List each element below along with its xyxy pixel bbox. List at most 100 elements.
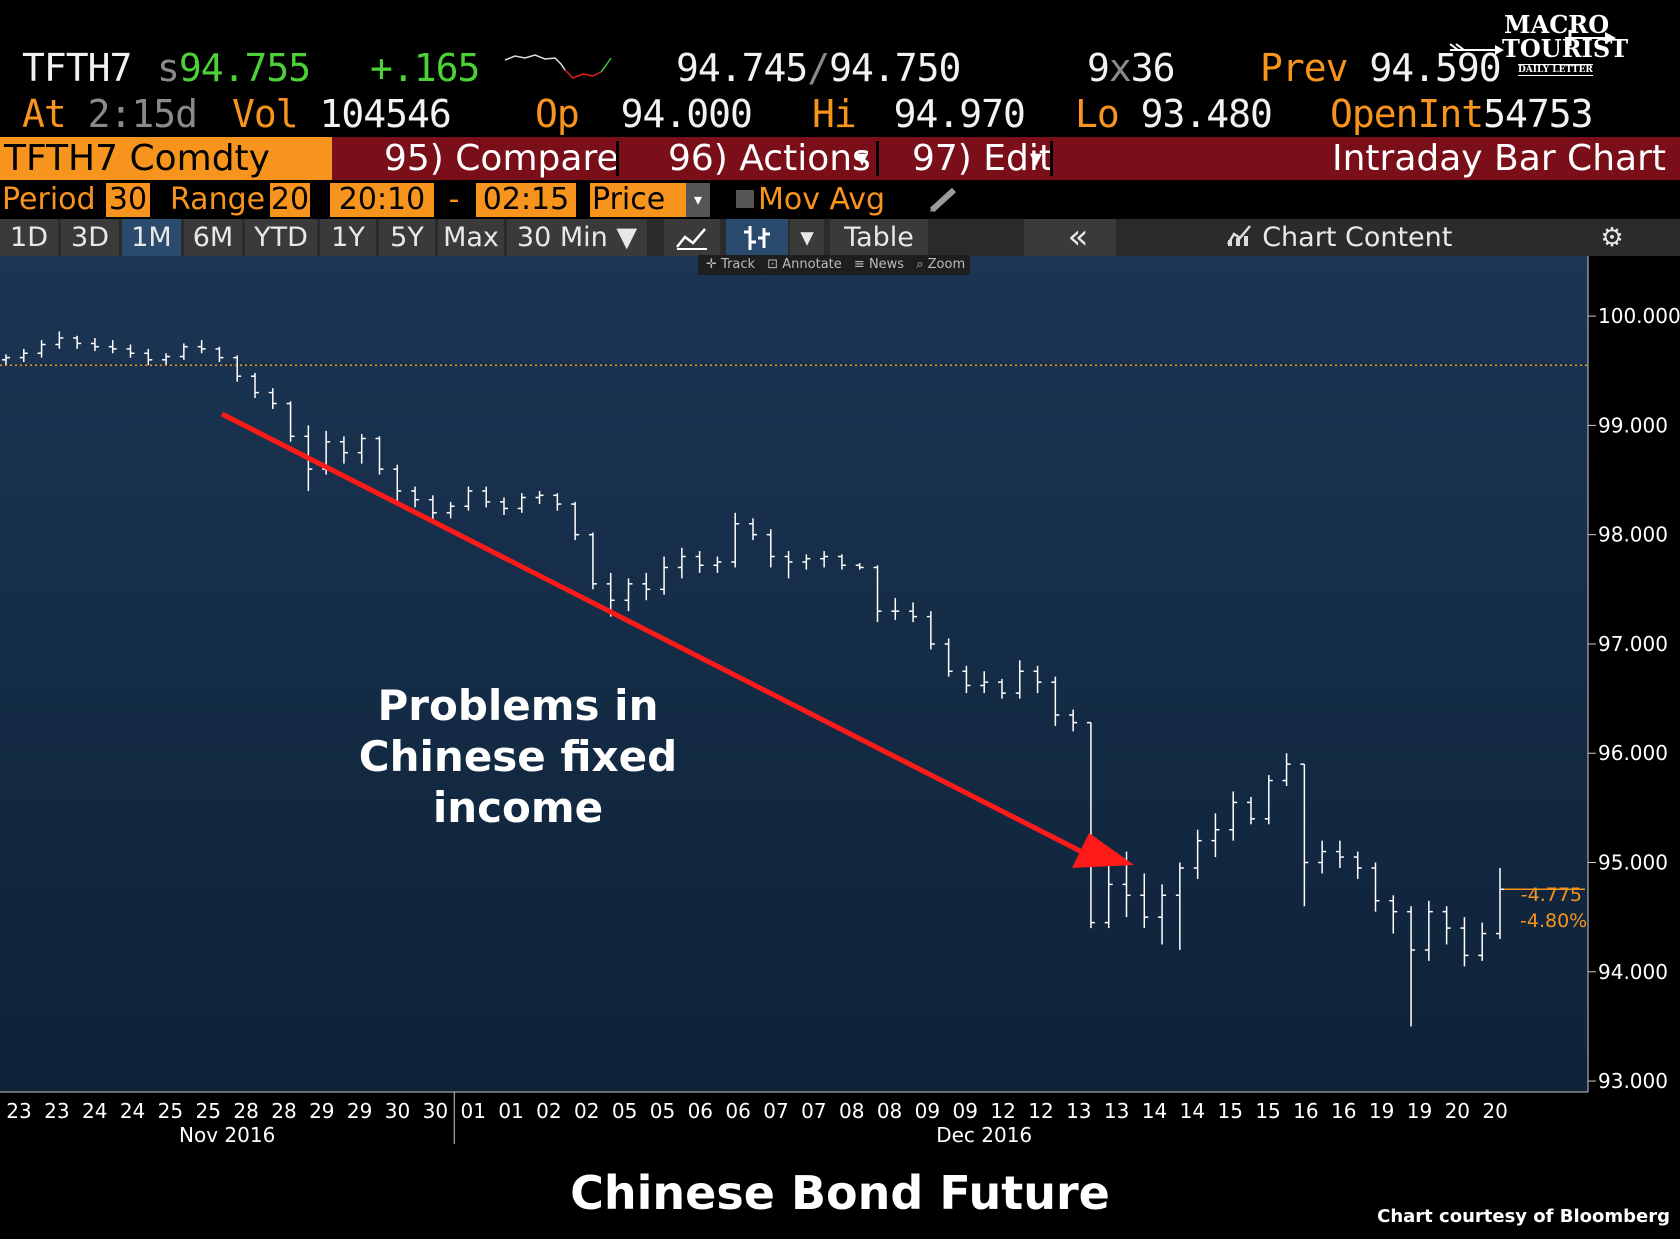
ohlc-bar	[749, 518, 757, 541]
x-tick-label: 25	[196, 1099, 221, 1123]
x-tick-label: 30	[385, 1099, 410, 1123]
field-chevron-down-icon[interactable]: ▾	[686, 183, 710, 217]
start-time-field[interactable]: 20:10	[330, 183, 434, 217]
back-button[interactable]: «	[1024, 219, 1132, 256]
ohlc-bar	[1015, 660, 1024, 699]
period-field[interactable]: 30	[106, 183, 150, 217]
ohlc-bar	[1478, 922, 1487, 961]
table-button[interactable]: Table	[830, 219, 928, 256]
x-tick-label: 13	[1104, 1099, 1129, 1123]
interval-select[interactable]: 30 Min ▼	[507, 219, 647, 256]
ohlc-bar	[802, 554, 811, 570]
net-change: +.165	[370, 46, 480, 90]
x-tick-label: 07	[763, 1099, 788, 1123]
prev-value: 94.590	[1369, 46, 1501, 90]
lo-value: 93.480	[1140, 92, 1273, 136]
ohlc-bar	[90, 337, 99, 352]
openint-value: 54753	[1483, 92, 1593, 136]
x-tick-label: 15	[1217, 1099, 1242, 1123]
ohlc-bar	[1442, 906, 1451, 945]
bid: 94.745	[676, 46, 808, 90]
ohlc-bar	[588, 532, 597, 590]
ohlc-bar	[357, 434, 366, 464]
x-tick-label: 19	[1407, 1099, 1432, 1123]
at-label: At	[22, 92, 67, 136]
pencil-icon[interactable]	[928, 184, 960, 214]
x-tick-label: 02	[536, 1099, 561, 1123]
ohlc-bar	[677, 547, 686, 579]
ohlc-bar	[766, 529, 775, 568]
y-tick-label: 95.000	[1598, 851, 1668, 875]
x-tick-label: 16	[1293, 1099, 1318, 1123]
ohlc-bar	[1424, 900, 1433, 961]
track-icon: ✛	[706, 257, 717, 272]
logo-line2: TOURIST	[1502, 34, 1629, 63]
range-field[interactable]: 20	[270, 182, 310, 217]
y-tick-label: 94.000	[1598, 960, 1668, 984]
tab-ytd[interactable]: YTD	[245, 219, 317, 256]
ohlc-bar	[1069, 709, 1078, 732]
x-tick-label: 20	[1482, 1099, 1507, 1123]
tab-3d[interactable]: 3D	[61, 219, 119, 256]
last-price: s94.755	[157, 46, 311, 90]
ohlc-bar	[731, 512, 740, 568]
chart-type-chevron-down-icon[interactable]: ▾	[790, 219, 824, 256]
ohlc-bar	[2, 354, 10, 366]
tab-max[interactable]: Max	[438, 219, 504, 256]
settings-button[interactable]: ⚙	[1484, 219, 1680, 256]
end-time-field[interactable]: 02:15	[476, 183, 576, 217]
ohlc-bar	[873, 565, 882, 623]
ohlc-bar	[1086, 721, 1095, 929]
zoom-icon: ⌕	[916, 257, 924, 272]
line-chart-icon[interactable]	[664, 219, 720, 256]
plot-area[interactable]	[0, 256, 1588, 1092]
compare-button[interactable]: 95) Compare	[384, 138, 619, 179]
ohlc-bar	[126, 344, 135, 358]
ohlc-bar	[784, 551, 793, 579]
tab-1d[interactable]: 1D	[0, 219, 58, 256]
ohlc-bar	[1460, 917, 1469, 967]
ohlc-bar	[19, 348, 28, 363]
ohlc-bar	[909, 602, 918, 623]
bar-chart-icon[interactable]	[726, 219, 788, 256]
ohlc-bar	[837, 554, 846, 570]
mov-avg-checkbox[interactable]	[736, 190, 754, 208]
ohlc-bar	[713, 556, 722, 573]
chart-credit: Chart courtesy of Bloomberg	[1377, 1206, 1670, 1227]
ohlc-bar	[1229, 791, 1238, 841]
actions-button[interactable]: 96) Actions	[668, 138, 871, 179]
low-price: Lo 93.480	[1075, 92, 1273, 136]
ohlc-bar	[1300, 763, 1309, 907]
tab-1m[interactable]: 1M	[122, 219, 181, 256]
field-select[interactable]: Price	[590, 183, 686, 217]
chart-name: Intraday Bar Chart	[1331, 138, 1666, 179]
annotate-button[interactable]: Annotate	[782, 257, 842, 272]
last-prefix: s	[157, 46, 180, 90]
zoom-button[interactable]: Zoom	[927, 257, 966, 272]
ohlc-bar	[1371, 862, 1380, 912]
actions-chevron-down-icon[interactable]: ▾	[856, 144, 869, 172]
month-label: Dec 2016	[936, 1123, 1032, 1146]
ohlc-bar	[1158, 884, 1167, 945]
x-tick-label: 16	[1331, 1099, 1356, 1123]
ohlc-bar	[251, 372, 259, 399]
ohlc-bar	[1264, 775, 1273, 825]
track-button[interactable]: Track	[721, 257, 756, 272]
y-tick-label: 93.000	[1598, 1069, 1668, 1093]
ohlc-bar	[695, 551, 704, 573]
ohlc-bar	[624, 578, 633, 612]
security-field[interactable]: TFTH7 Comdty	[0, 137, 332, 180]
tab-1y[interactable]: 1Y	[320, 219, 376, 256]
tab-5y[interactable]: 5Y	[379, 219, 435, 256]
tab-6m[interactable]: 6M	[184, 219, 242, 256]
news-button[interactable]: News	[868, 257, 905, 272]
edit-button[interactable]: 97) Edit	[912, 138, 1054, 179]
ohlc-bar	[820, 551, 829, 568]
logo-line1: MACRO	[1504, 10, 1610, 39]
ohlc-bar	[535, 490, 544, 505]
ohlc-bar	[446, 501, 455, 519]
edit-chevron-down-icon[interactable]: ▾	[1030, 144, 1043, 172]
x-tick-label: 23	[6, 1099, 31, 1123]
x-tick-label: 29	[347, 1099, 372, 1123]
chart-content-button[interactable]: Chart Content	[1116, 219, 1482, 256]
